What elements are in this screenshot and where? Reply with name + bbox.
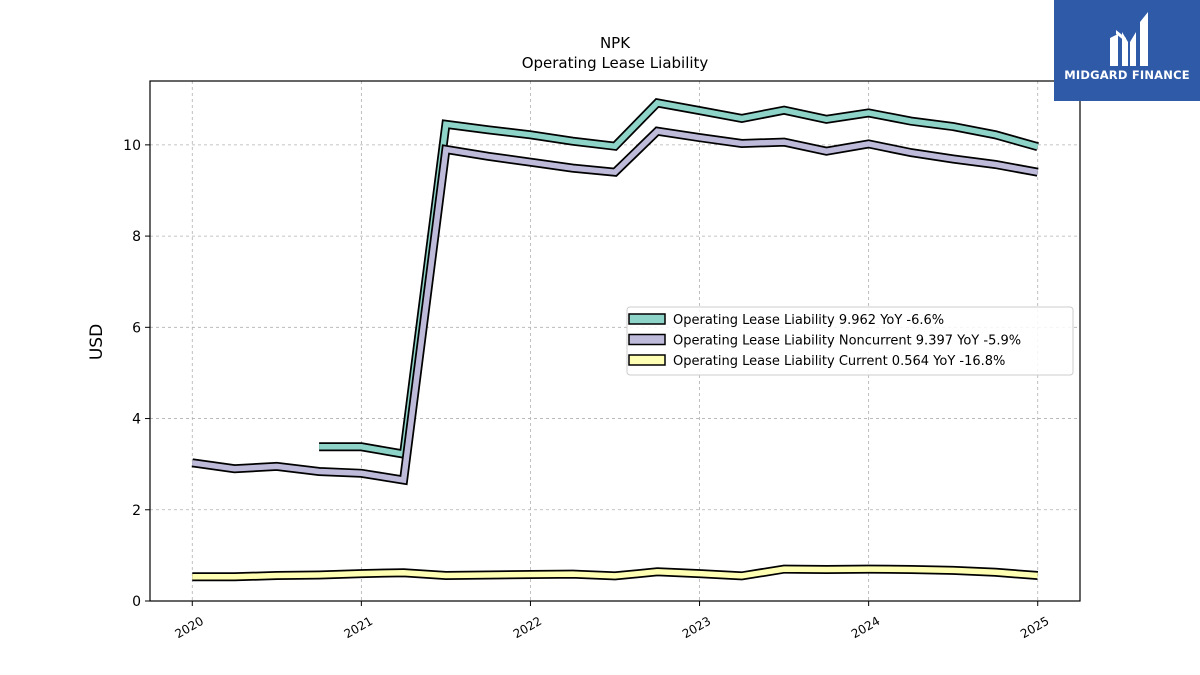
x-tick-label: 2024 xyxy=(849,614,882,641)
series-layer xyxy=(191,98,1039,582)
y-axis-label: USD xyxy=(87,324,107,360)
y-tick-label: 10 xyxy=(123,138,141,154)
chart-title: NPK xyxy=(600,34,631,52)
y-tick-label: 8 xyxy=(132,229,141,245)
legend-label: Operating Lease Liability Noncurrent 9.3… xyxy=(673,334,1021,349)
legend-label: Operating Lease Liability 9.962 YoY -6.6… xyxy=(673,313,944,328)
x-tick-label: 2021 xyxy=(342,614,375,641)
midgard-finance-logo: MIDGARD FINANCE xyxy=(1054,0,1200,101)
legend-box xyxy=(626,306,1074,376)
legend: Operating Lease Liability 9.962 YoY -6.6… xyxy=(626,306,1074,376)
chart-subtitle: Operating Lease Liability xyxy=(522,54,709,72)
logo-mark-icon xyxy=(1110,12,1148,66)
legend-label: Operating Lease Liability Current 0.564 … xyxy=(673,354,1005,369)
y-tick-label: 2 xyxy=(132,503,141,519)
x-tick-label: 2023 xyxy=(680,614,713,641)
x-tick-label: 2025 xyxy=(1018,614,1051,641)
x-tick-label: 2022 xyxy=(511,614,544,641)
plot-frame xyxy=(149,80,1081,602)
series-line-outline xyxy=(191,126,1039,486)
x-tick-label: 2020 xyxy=(173,614,206,641)
y-tick-label: 0 xyxy=(132,594,141,610)
series-line xyxy=(191,128,1039,484)
legend-swatch xyxy=(628,333,666,346)
legend-swatch xyxy=(628,354,666,366)
legend-swatch xyxy=(628,313,666,325)
y-tick-label: 6 xyxy=(132,320,141,336)
series-line xyxy=(192,566,1038,580)
logo-text: MIDGARD FINANCE xyxy=(1064,68,1190,82)
y-tick-label: 4 xyxy=(132,412,141,428)
